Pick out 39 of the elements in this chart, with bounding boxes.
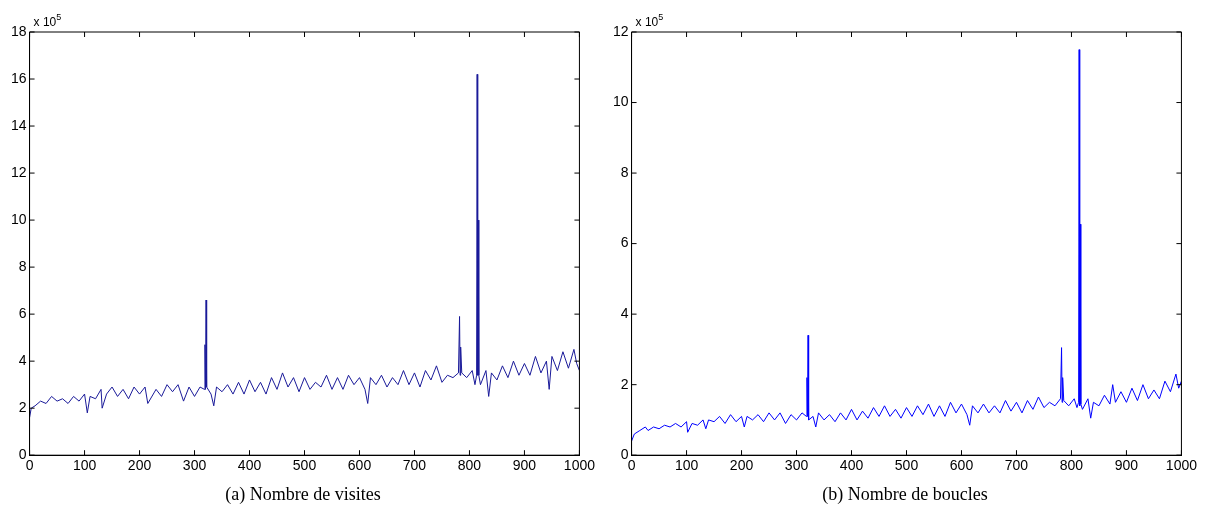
x-tick-label: 1000	[1165, 457, 1198, 474]
x-tick-label: 400	[237, 457, 262, 474]
x-tick-label: 700	[1004, 457, 1029, 474]
y-tick-label: 0	[620, 446, 629, 463]
x-tick-label: 700	[402, 457, 427, 474]
y-tick-label: 6	[18, 304, 27, 321]
x-tick-label: 600	[949, 457, 974, 474]
y-tick-label: 10	[612, 93, 629, 110]
y-tick-label: 18	[10, 22, 27, 39]
x-tick-label: 300	[784, 457, 809, 474]
x-tick-label: 300	[182, 457, 207, 474]
y-tick-label: 4	[620, 304, 629, 321]
y-tick-label: 6	[620, 234, 629, 251]
y-tick-label: 0	[18, 446, 27, 463]
y-tick-label: 2	[18, 399, 27, 416]
y-tick-label: 16	[10, 69, 27, 86]
x-tick-label: 900	[1114, 457, 1139, 474]
y-tick-label: 12	[10, 163, 27, 180]
x-tick-label: 800	[1059, 457, 1084, 474]
y-tick-label: 12	[612, 22, 629, 39]
x-tick-label: 200	[729, 457, 754, 474]
y-tick-label: 8	[18, 257, 27, 274]
y-tick-label: 14	[10, 116, 27, 133]
y-tick-label: 2	[620, 375, 629, 392]
x-tick-label: 500	[894, 457, 919, 474]
x-tick-label: 100	[674, 457, 699, 474]
y-tick-label: 8	[620, 163, 629, 180]
y-tick-label: 10	[10, 210, 27, 227]
x-tick-label: 900	[512, 457, 537, 474]
x-tick-label: 500	[292, 457, 317, 474]
x-tick-label: 1000	[563, 457, 596, 474]
x-tick-label: 800	[457, 457, 482, 474]
x-tick-label: 600	[347, 457, 372, 474]
text: (a) Nombre de visites	[224, 484, 382, 505]
x-tick-label: 200	[127, 457, 152, 474]
y-tick-label: 4	[18, 352, 27, 369]
x-tick-label: 100	[72, 457, 97, 474]
text: (b) Nombre de boucles	[821, 484, 989, 505]
x-tick-label: 400	[839, 457, 864, 474]
